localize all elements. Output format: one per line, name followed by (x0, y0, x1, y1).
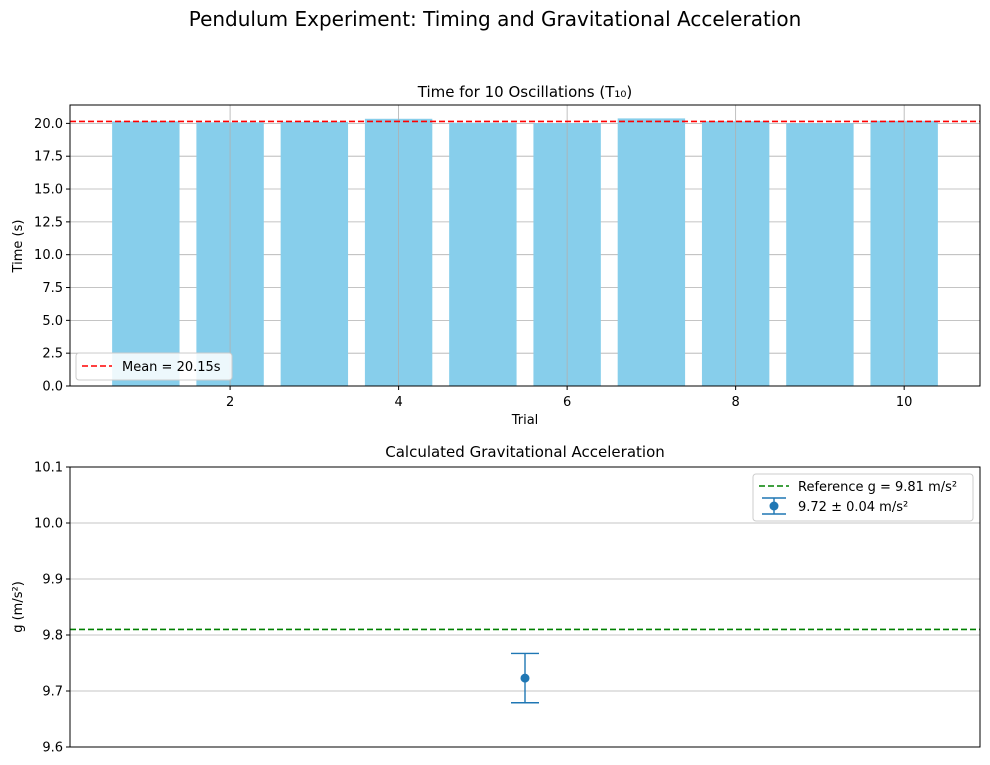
y-tick-label: 9.7 (42, 685, 63, 700)
x-tick-label: 6 (563, 395, 571, 410)
y-tick-label: 9.9 (42, 573, 63, 588)
y-tick-label: 15.0 (34, 183, 63, 198)
timing-chart-xlabel: Trial (511, 413, 539, 428)
figure-title: Pendulum Experiment: Timing and Gravitat… (189, 7, 802, 31)
gravity-point (520, 673, 530, 683)
bar-trial-9 (786, 123, 854, 387)
bar-trial-1 (112, 121, 180, 387)
timing-chart-legend: Mean = 20.15s (75, 352, 233, 381)
x-tick-label: 2 (226, 395, 234, 410)
measurement-legend-label: 9.72 ± 0.04 m/s² (798, 500, 908, 515)
gravity-point-group (511, 652, 539, 704)
bar-trial-7 (617, 118, 686, 386)
bar-trial-5 (449, 122, 517, 387)
y-tick-label: 10.1 (34, 461, 63, 476)
gravity-chart-frame (69, 466, 981, 748)
y-tick-label: 10.0 (34, 517, 63, 532)
y-tick-label: 10.0 (34, 248, 63, 263)
timing-chart-y-ticks: 0.0 2.5 5.0 7.5 10.0 12.5 15.0 17.5 20.0 (34, 117, 70, 395)
timing-chart-frame (69, 104, 981, 387)
y-tick-label: 0.0 (42, 380, 63, 395)
measurement-legend-swatch (762, 497, 786, 515)
y-tick-label: 17.5 (34, 150, 63, 165)
x-tick-label: 8 (732, 395, 740, 410)
bar-trial-3 (280, 121, 349, 386)
y-tick-label: 12.5 (34, 215, 63, 230)
gravity-chart-ylabel: g (m/s²) (11, 581, 26, 633)
timing-chart-ylabel: Time (s) (11, 220, 26, 274)
mean-legend-label: Mean = 20.15s (122, 360, 221, 375)
legend-box (752, 473, 974, 522)
legend-box (75, 352, 233, 381)
gravity-chart: Calculated Gravitational Acceleration 9.… (11, 443, 981, 756)
y-tick-label: 9.6 (42, 741, 63, 756)
timing-chart-x-ticks: 2 4 6 8 10 (226, 386, 912, 410)
reference-legend-label: Reference g = 9.81 m/s² (798, 480, 957, 495)
timing-chart-vertical-grid (229, 105, 905, 386)
y-tick-label: 9.8 (42, 629, 63, 644)
x-tick-label: 10 (896, 395, 913, 410)
gravity-chart-title: Calculated Gravitational Acceleration (385, 443, 665, 461)
timing-chart-title: Time for 10 Oscillations (T₁₀) (417, 83, 633, 101)
timing-chart: Time for 10 Oscillations (T₁₀) 0.0 2.5 5.0… (11, 83, 981, 428)
y-tick-label: 2.5 (42, 347, 63, 362)
gravity-chart-legend: Reference g = 9.81 m/s² 9.72 ± 0.04 m/s² (752, 473, 974, 522)
y-tick-label: 7.5 (42, 281, 63, 296)
x-tick-label: 4 (394, 395, 402, 410)
y-tick-label: 5.0 (42, 314, 63, 329)
timing-chart-bars (112, 118, 938, 387)
y-tick-label: 20.0 (34, 117, 63, 132)
gravity-chart-y-ticks: 9.6 9.7 9.8 9.9 10.0 10.1 (34, 461, 70, 756)
